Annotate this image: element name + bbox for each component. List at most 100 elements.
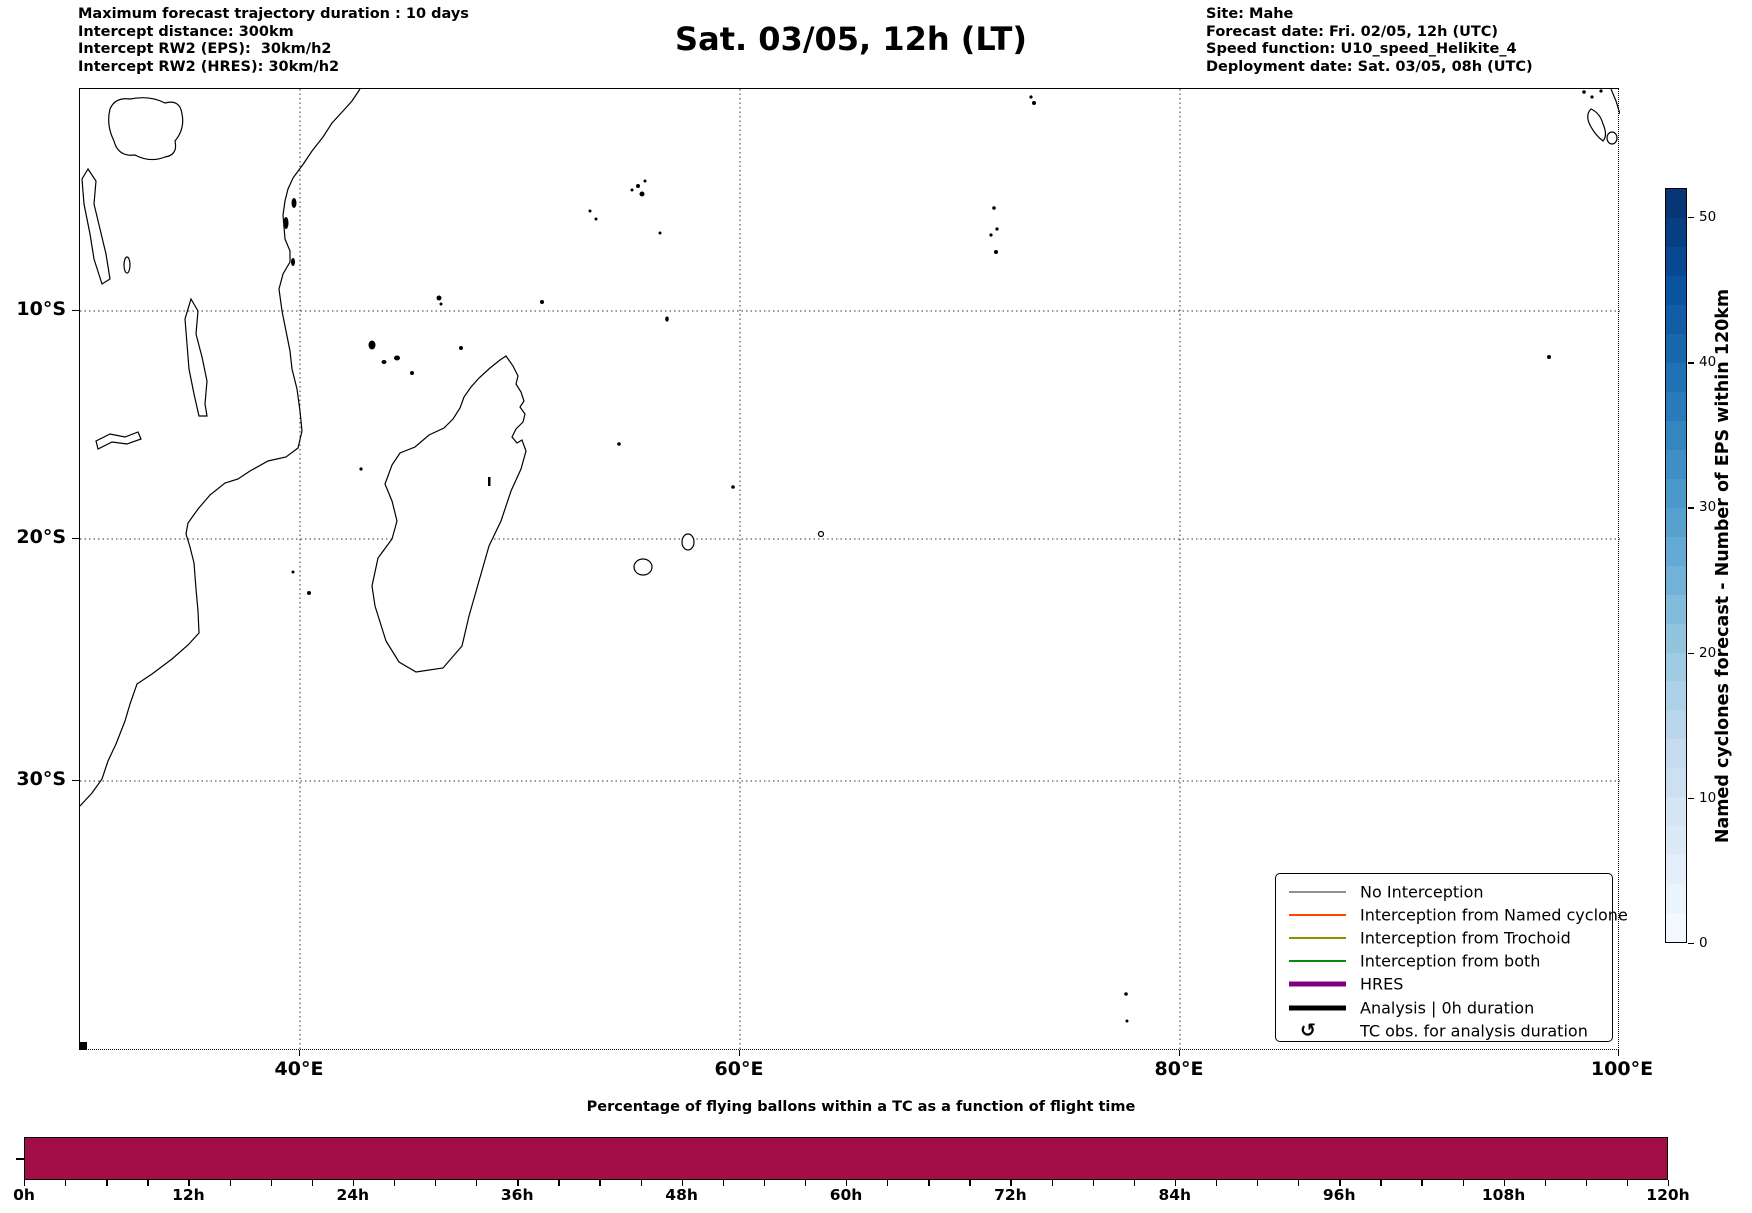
map-lon-tick-label: 60°E bbox=[714, 1058, 764, 1080]
flight-xtick bbox=[599, 1180, 601, 1186]
flight-xtick bbox=[1257, 1180, 1259, 1186]
flight-xtick bbox=[476, 1180, 478, 1186]
colorbar-tick-label: 0 bbox=[1699, 935, 1708, 951]
map-axes bbox=[79, 88, 1620, 1051]
map-legend: No Interception Interception from Named c… bbox=[1275, 873, 1628, 1042]
flight-xtick bbox=[65, 1180, 67, 1186]
legend-item-label: HRES bbox=[1360, 974, 1404, 994]
flight-xtick-label: 48h bbox=[665, 1186, 698, 1204]
colorbar bbox=[1665, 188, 1687, 943]
legend-item-label: Interception from both bbox=[1360, 951, 1541, 971]
colorbar-step bbox=[1666, 565, 1686, 595]
small-islands bbox=[283, 89, 1603, 1023]
colorbar-step bbox=[1666, 826, 1686, 856]
header-right-line: Speed function: U10_speed_Helikite_4 bbox=[1206, 41, 1517, 57]
legend-line-sample bbox=[1289, 960, 1346, 963]
colorbar-tickmark bbox=[1688, 652, 1694, 654]
sumatra-coast bbox=[1610, 89, 1620, 115]
legend-item: ↺ TC obs. for analysis duration bbox=[1276, 1019, 1612, 1042]
flight-xtick bbox=[1174, 1180, 1177, 1186]
colorbar-step bbox=[1666, 362, 1686, 392]
legend-item-label: No Interception bbox=[1360, 882, 1484, 902]
flight-xtick bbox=[1339, 1180, 1341, 1186]
madagascar bbox=[371, 355, 527, 673]
flight-chart-title: Percentage of flying ballons within a TC… bbox=[586, 1099, 1136, 1115]
flight-xtick bbox=[188, 1180, 190, 1186]
colorbar-step bbox=[1666, 420, 1686, 450]
lake-tanganyika bbox=[81, 167, 111, 285]
colorbar-step bbox=[1666, 449, 1686, 479]
flight-xtick-label: 60h bbox=[829, 1186, 863, 1204]
flight-xtick bbox=[311, 1180, 314, 1186]
legend-item: Interception from Named cyclone bbox=[1276, 903, 1628, 926]
map-lat-tick-label: 20°S bbox=[16, 526, 66, 548]
colorbar-step bbox=[1666, 189, 1686, 218]
flight-xtick bbox=[1010, 1180, 1012, 1186]
flight-xtick-label: 96h bbox=[1322, 1186, 1356, 1204]
flight-xtick bbox=[640, 1180, 642, 1186]
flight-xtick-label: 108h bbox=[1481, 1186, 1526, 1204]
flight-xtick bbox=[352, 1180, 355, 1186]
figure-title: Sat. 03/05, 12h (LT) bbox=[675, 20, 1027, 58]
cahora-bassa bbox=[95, 431, 142, 450]
legend-line-sample bbox=[1289, 890, 1346, 893]
flight-xtick bbox=[1380, 1180, 1382, 1186]
map-lat-tickmark bbox=[72, 780, 79, 782]
legend-item: HRES bbox=[1276, 973, 1612, 996]
colorbar-tick-label: 30 bbox=[1699, 499, 1717, 516]
map-lon-tick-label: 80°E bbox=[1154, 1058, 1204, 1080]
colorbar-step bbox=[1666, 304, 1686, 334]
colorbar-step bbox=[1666, 681, 1686, 711]
flight-xtick bbox=[1626, 1180, 1629, 1186]
legend-item-label: Interception from Trochoid bbox=[1360, 928, 1571, 948]
reunion bbox=[633, 558, 653, 576]
flight-xtick-label: 84h bbox=[1158, 1186, 1192, 1204]
legend-item: No Interception bbox=[1276, 880, 1612, 903]
flight-xtick bbox=[393, 1180, 396, 1186]
flight-xtick bbox=[106, 1180, 108, 1186]
legend-item-label: TC obs. for analysis duration bbox=[1360, 1021, 1588, 1041]
colorbar-step bbox=[1666, 333, 1686, 363]
legend-item: Interception from both bbox=[1276, 950, 1612, 973]
flight-xtick-label: 0h bbox=[13, 1186, 35, 1204]
header-left-line: Intercept distance: 300km bbox=[78, 23, 294, 40]
sumatra-island bbox=[1587, 108, 1607, 142]
colorbar-tick-label: 10 bbox=[1699, 789, 1717, 806]
flight-xtick bbox=[1051, 1180, 1053, 1186]
legend-line-sample bbox=[1289, 1005, 1346, 1011]
header-left-info: Maximum forecast trajectory duration : 1… bbox=[78, 6, 469, 76]
flight-xtick bbox=[1585, 1180, 1588, 1186]
colorbar-tick-label: 20 bbox=[1699, 644, 1717, 661]
header-left-line: Intercept RW2 (HRES): 30km/h2 bbox=[78, 58, 340, 75]
colorbar-step bbox=[1666, 275, 1686, 305]
flight-xtick-label: 36h bbox=[500, 1186, 534, 1204]
tc-obs-icon: ↺ bbox=[1300, 1019, 1316, 1042]
map-lon-tickmark bbox=[739, 1050, 741, 1056]
header-right-line: Site: Mahe bbox=[1206, 6, 1294, 22]
legend-item-label: Interception from Named cyclone bbox=[1360, 905, 1628, 925]
colorbar-tickmark bbox=[1688, 507, 1694, 509]
flight-xtick bbox=[681, 1180, 683, 1186]
colorbar-step bbox=[1666, 884, 1686, 914]
coastlines bbox=[80, 89, 1620, 807]
analysis-marker bbox=[80, 1042, 87, 1050]
flight-xtick-label: 72h bbox=[994, 1186, 1027, 1204]
map-lon-tick-label: 40°E bbox=[274, 1058, 324, 1080]
lake-rukwa bbox=[123, 256, 131, 274]
colorbar-step bbox=[1666, 768, 1686, 798]
flight-xtick bbox=[1544, 1180, 1547, 1186]
flight-xtick bbox=[229, 1180, 231, 1186]
colorbar-tickmark bbox=[1688, 943, 1694, 945]
map-lon-tick-label: 100°E bbox=[1590, 1058, 1654, 1080]
flight-xtick bbox=[804, 1180, 807, 1186]
flight-xtick bbox=[1668, 1180, 1670, 1186]
legend-line-sample bbox=[1289, 913, 1346, 916]
colorbar-step bbox=[1666, 478, 1686, 508]
colorbar-step bbox=[1666, 246, 1686, 276]
flight-xtick bbox=[1421, 1180, 1423, 1186]
map-geography bbox=[80, 89, 1620, 1051]
legend-line-sample bbox=[1289, 981, 1346, 987]
colorbar-step bbox=[1666, 594, 1686, 624]
header-right-line: Deployment date: Sat. 03/05, 08h (UTC) bbox=[1206, 58, 1533, 75]
